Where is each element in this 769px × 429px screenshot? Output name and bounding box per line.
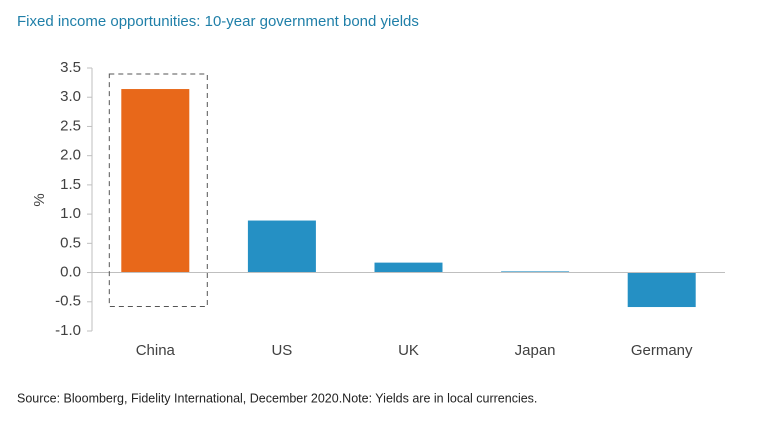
bar [374,262,443,273]
y-tick-label: -1.0 [55,322,81,339]
y-tick-label: 2.5 [60,117,81,134]
bar [627,272,696,308]
y-tick-label: 0.5 [60,234,81,251]
x-tick-label: UK [398,342,419,359]
chart-title: Fixed income opportunities: 10-year gove… [17,13,419,30]
y-axis-label: % [31,193,48,206]
bar [247,220,316,273]
highlight-box [108,73,208,308]
x-tick-label: Germany [631,342,693,359]
bar [501,271,570,273]
x-tick-label: US [271,342,292,359]
y-tick-label: 1.0 [60,205,81,222]
bar [121,89,190,273]
y-tick-label: 0.0 [60,264,81,281]
y-tick-label: -0.5 [55,293,81,310]
x-tick-label: Japan [515,342,556,359]
y-tick-label: 1.5 [60,176,81,193]
x-tick-label: China [136,342,176,359]
y-tick-label: 3.5 [60,59,81,76]
y-tick-label: 2.0 [60,147,81,164]
y-tick-label: 3.0 [60,88,81,105]
source-note: Source: Bloomberg, Fidelity Internationa… [17,391,537,405]
